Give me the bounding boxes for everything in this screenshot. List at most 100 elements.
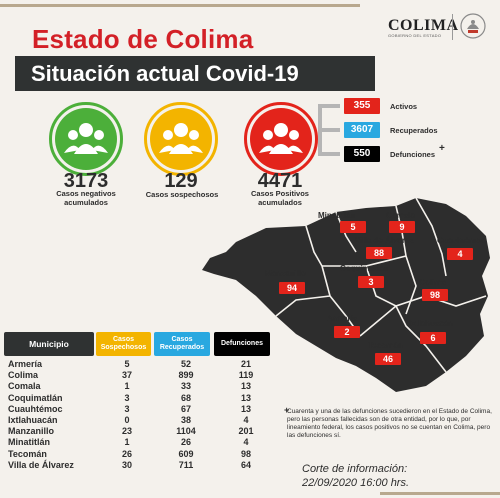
recuperados-value: 3607 xyxy=(344,122,380,138)
table-row: Cuauhtémoc 3 67 13 xyxy=(4,404,274,415)
table-cell-value: 13 xyxy=(240,392,251,403)
defunciones-mark: + xyxy=(439,143,445,154)
table-cell-municipio: Comala xyxy=(8,381,41,392)
table-cell-value: 13 xyxy=(240,403,251,414)
negativos-value: 3173 xyxy=(63,170,109,192)
table-row: Ixtlahuacán 0 38 4 xyxy=(4,415,274,426)
table-cell-value: 711 xyxy=(178,459,194,470)
sospechosos-circle xyxy=(144,102,218,176)
banner-title: Situación actual Covid-19 xyxy=(15,56,375,91)
table-cell-value: 52 xyxy=(180,359,191,369)
positivos-label-2: acumulados xyxy=(258,198,302,207)
negativos-label-1: Casos negativos xyxy=(56,189,116,198)
positivos-label: Casos Positivos acumulados xyxy=(224,189,336,207)
map-value-villa-de-alvarez: 88 xyxy=(366,247,392,259)
colima-map xyxy=(202,197,490,392)
map-value-minatitlan: 5 xyxy=(340,221,366,233)
table-cell-municipio: Manzanillo xyxy=(8,426,55,437)
table-header-defunciones: Defunciones xyxy=(214,332,270,356)
sospechosos-value: 129 xyxy=(164,170,198,192)
table-cell-value: 119 xyxy=(238,370,254,381)
table-row: Manzanillo 23 1104 201 xyxy=(4,426,274,437)
table-cell-value: 3 xyxy=(124,392,130,403)
table-cell-value: 26 xyxy=(121,448,132,459)
table-cell-municipio: Cuauhtémoc xyxy=(8,403,63,414)
corte-info: Corte de información: 22/09/2020 16:00 h… xyxy=(302,462,409,490)
table-cell-value: 64 xyxy=(240,459,251,470)
table-cell-value: 4 xyxy=(243,437,249,448)
table-cell-value: 67 xyxy=(180,403,191,414)
map-label-minatitlan: Minatitlán xyxy=(318,211,356,220)
map-label-ixtlahuacan: Ixtlahuacán xyxy=(409,319,454,328)
table-cell-value: 1 xyxy=(124,381,130,392)
map-label-comala: Comala xyxy=(386,211,415,220)
table-cell-municipio: Armería xyxy=(8,359,43,369)
negativos-circle xyxy=(49,102,123,176)
table-cell-value: 21 xyxy=(240,359,251,369)
activos-label: Activos xyxy=(390,102,418,111)
table-cell-value: 98 xyxy=(240,448,251,459)
bracket-mid xyxy=(318,128,340,132)
table-cell-value: 4 xyxy=(243,415,249,425)
table-cell-value: 5 xyxy=(124,359,130,369)
positivos-circle xyxy=(244,102,318,176)
table-cell-municipio: Minatitlán xyxy=(8,437,50,448)
table-cell-value: 33 xyxy=(180,381,191,392)
map-value-cuauhtemoc: 4 xyxy=(447,248,473,260)
page-title: Estado de Colima xyxy=(32,24,254,54)
activos-value: 355 xyxy=(344,98,380,114)
map-value-comala: 9 xyxy=(389,221,415,233)
corte-date: 22/09/2020 16:00 hrs. xyxy=(302,477,410,489)
table-row: Colima 37 899 119 xyxy=(4,370,274,381)
table-cell-value: 3 xyxy=(124,403,130,414)
table-cell-value: 26 xyxy=(180,437,191,448)
map-value-ixtlahuacan: 6 xyxy=(420,332,446,344)
logo-subtext: GOBIERNO DEL ESTADO xyxy=(388,33,442,38)
map-label-tecoman: Tecomán xyxy=(368,341,403,350)
table-cell-municipio: Ixtlahuacán xyxy=(8,415,58,425)
map-label-colima: Colima xyxy=(419,278,446,287)
table-row: Tecomán 26 609 98 xyxy=(4,449,274,460)
map-value-colima: 98 xyxy=(422,289,448,301)
table-header-sospechosos: Casos Sospechosos xyxy=(96,332,151,356)
table-cell-value: 37 xyxy=(121,370,132,381)
table-cell-value: 30 xyxy=(121,459,132,470)
table-cell-value: 23 xyxy=(121,426,132,437)
bracket-top xyxy=(318,104,340,108)
map-label-manzanillo: Manzanillo xyxy=(265,269,306,278)
bottom-stripe xyxy=(380,492,500,495)
positivos-label-1: Casos Positivos xyxy=(251,189,309,198)
table-cell-value: 201 xyxy=(238,426,254,437)
note-mark: + xyxy=(284,405,290,415)
sospechosos-label: Casos sospechosos xyxy=(145,190,219,199)
map-label-villa-de-alvarez: Villa de Álvarez xyxy=(355,236,414,245)
table-cell-value: 899 xyxy=(178,370,194,381)
table-cell-municipio: Colima xyxy=(8,370,39,381)
table-row: Armería 5 52 21 xyxy=(4,359,274,370)
state-seal-icon xyxy=(460,13,486,39)
table-row: Villa de Álvarez 30 711 64 xyxy=(4,460,274,471)
map-value-tecoman: 46 xyxy=(375,353,401,365)
table-cell-value: 609 xyxy=(178,448,194,459)
defunciones-label: Defunciones xyxy=(390,150,436,159)
table-cell-value: 68 xyxy=(180,392,191,403)
table-cell-value: 1104 xyxy=(176,426,196,437)
recuperados-label: Recuperados xyxy=(390,126,438,135)
table-cell-value: 38 xyxy=(180,415,191,425)
table-cell-value: 1 xyxy=(124,437,130,448)
table-row: Minatitlán 1 26 4 xyxy=(4,437,274,448)
table-cell-municipio: Villa de Álvarez xyxy=(8,459,74,470)
map-value-armeria: 2 xyxy=(334,326,360,338)
table-cell-value: 0 xyxy=(124,415,130,425)
table-cell-value: 13 xyxy=(240,381,251,392)
map-value-manzanillo: 94 xyxy=(279,282,305,294)
bracket-bottom xyxy=(318,152,340,156)
logo-divider xyxy=(452,14,453,40)
footer-note: Cuarenta y una de las defunciones sucedi… xyxy=(287,408,492,439)
logo-text: COLIMA xyxy=(388,17,459,34)
negativos-label: Casos negativos acumulados xyxy=(30,189,142,207)
map-label-coquimatlan: Coquimatlán xyxy=(340,264,389,273)
table-header-recuperados: Casos Recuperados xyxy=(154,332,210,356)
map-label-cuauhtemoc: Cuauhtémoc xyxy=(437,236,486,245)
positivos-value: 4471 xyxy=(257,170,303,192)
